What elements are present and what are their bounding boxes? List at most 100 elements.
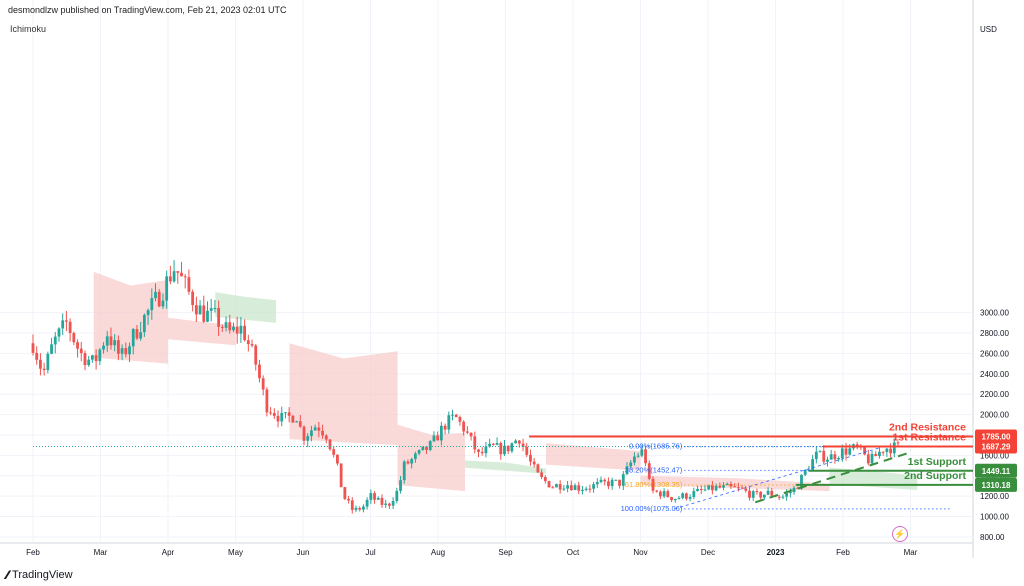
flash-icon[interactable]: ⚡ — [892, 526, 908, 542]
candle-body — [128, 346, 131, 355]
candle-body — [647, 463, 651, 479]
candle-body — [183, 276, 187, 278]
candle-body — [673, 499, 677, 501]
candle-body — [640, 449, 644, 456]
candle-body — [614, 479, 618, 481]
candle-body — [744, 488, 748, 491]
level-label: 1st Support — [908, 456, 967, 468]
candle-body — [168, 276, 172, 282]
candle-body — [889, 448, 892, 454]
candle-body — [551, 487, 555, 489]
ichimoku-cloud — [546, 443, 641, 471]
candle-body — [710, 484, 714, 491]
candle-body — [826, 459, 829, 462]
candle-body — [209, 308, 213, 311]
candle-body — [837, 458, 841, 460]
candle-body — [395, 490, 399, 502]
candle-body — [31, 343, 35, 353]
candle-body — [814, 451, 818, 460]
candle-body — [462, 421, 466, 432]
candle-body — [465, 431, 469, 433]
candle-body — [525, 446, 529, 455]
candle-body — [220, 326, 224, 328]
candle-body — [46, 353, 50, 371]
candle-body — [796, 487, 800, 489]
candle-body — [751, 491, 755, 498]
candle-body — [232, 326, 235, 331]
candle-body — [425, 446, 428, 450]
tradingview-logo[interactable]: ⁄⁄ TradingView — [6, 568, 73, 582]
candle-body — [866, 454, 870, 464]
candle-body — [343, 487, 347, 499]
candle-body — [881, 451, 885, 453]
candle-body — [280, 412, 284, 422]
ichimoku-cloud — [289, 343, 398, 446]
y-tick-label: 2600.00 — [980, 349, 1009, 358]
candle-body — [584, 488, 588, 490]
candle-body — [235, 326, 239, 334]
ichimoku-label[interactable]: Ichimoku — [10, 24, 47, 34]
candle-body — [317, 427, 321, 431]
candle-body — [380, 497, 384, 505]
candle-body — [659, 491, 662, 497]
candle-body — [703, 489, 707, 491]
candle-body — [521, 443, 525, 447]
support-trend-line — [754, 451, 911, 504]
fib-level-label: 100.00%(1075.06) — [621, 504, 683, 513]
candle-body — [488, 443, 492, 447]
price-badge-label: 1687.29 — [982, 442, 1011, 451]
candle-body — [365, 499, 369, 507]
candle-body — [755, 491, 759, 493]
candle-body — [599, 479, 603, 483]
ichimoku-cloud — [397, 424, 465, 492]
candle-body — [417, 450, 421, 454]
candle-body — [569, 485, 573, 491]
candle-body — [432, 435, 436, 442]
candle-body — [39, 359, 42, 369]
y-tick-label: 2400.00 — [980, 370, 1009, 379]
x-tick-label: Jun — [297, 548, 310, 557]
publish-header: desmondlzw published on TradingView.com,… — [8, 5, 287, 15]
candle-body — [224, 322, 228, 328]
candle-body — [874, 453, 878, 457]
candle-body — [662, 491, 666, 497]
y-tick-label: 1600.00 — [980, 451, 1009, 460]
candle-body — [358, 507, 362, 510]
tradingview-mark-icon: ⁄⁄ — [6, 568, 9, 582]
candle-body — [53, 336, 57, 345]
level-label: 1st Resistance — [892, 431, 966, 443]
candle-body — [76, 342, 79, 349]
candle-body — [328, 439, 332, 450]
candle-body — [581, 489, 584, 491]
candle-body — [406, 461, 410, 464]
candle-body — [298, 421, 302, 427]
candle-body — [287, 412, 291, 416]
y-tick-label: 3000.00 — [980, 309, 1009, 318]
candle-body — [803, 470, 807, 475]
candle-body — [759, 492, 763, 498]
candle-body — [399, 480, 402, 491]
candle-body — [718, 485, 722, 488]
candle-body — [57, 328, 61, 337]
y-tick-label: 2800.00 — [980, 329, 1009, 338]
candle-body — [811, 459, 815, 470]
candle-body — [447, 415, 451, 430]
candle-body — [792, 487, 796, 493]
candle-body — [388, 503, 391, 506]
candle-body — [443, 425, 447, 430]
level-label: 2nd Resistance — [889, 422, 966, 434]
candle-body — [644, 449, 647, 464]
fib-trend-line — [674, 446, 884, 510]
price-badge-label: 1310.18 — [982, 481, 1011, 490]
candle-body — [436, 435, 440, 441]
candle-body — [113, 340, 117, 346]
candle-body — [116, 340, 120, 354]
candle-body — [762, 494, 766, 498]
candle-body — [217, 308, 221, 327]
candle-body — [310, 430, 313, 437]
candle-body — [840, 448, 844, 459]
candle-body — [577, 485, 581, 491]
candle-body — [685, 493, 688, 499]
x-tick-label: Nov — [633, 548, 647, 557]
